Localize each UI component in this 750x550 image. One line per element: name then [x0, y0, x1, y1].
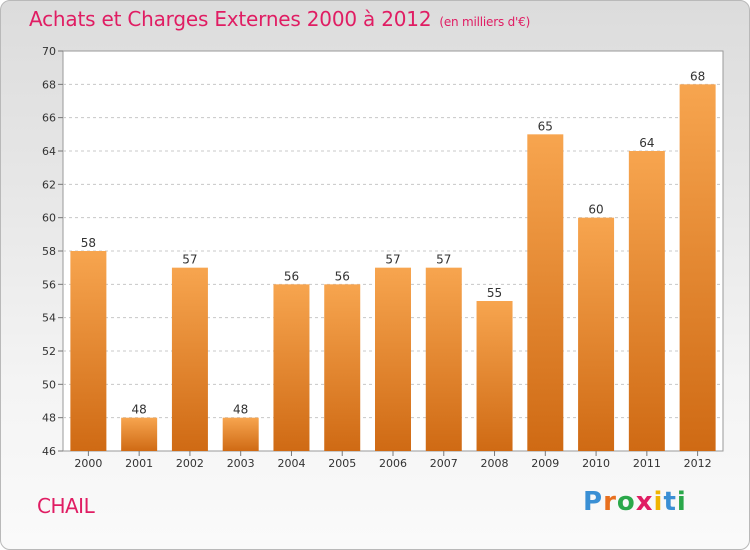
bar: [121, 417, 158, 451]
logo-letter: i: [653, 487, 664, 517]
logo-letter: r: [603, 487, 617, 517]
y-tick-label: 68: [42, 78, 56, 91]
bar-value-label: 57: [182, 253, 197, 267]
y-tick-label: 54: [42, 312, 56, 325]
logo-letter: o: [616, 487, 636, 517]
bar: [578, 217, 615, 451]
bar-value-label: 64: [639, 136, 654, 150]
bar: [476, 301, 513, 451]
bar-value-label: 68: [690, 69, 705, 83]
y-tick-label: 66: [42, 112, 56, 125]
x-axis-ticks: 2000 2001 2002 2003 2004 2005 2006 2007 2008 2009…: [74, 451, 712, 470]
x-tick-label: 2004: [277, 457, 305, 470]
y-tick-label: 60: [42, 212, 56, 225]
x-tick-label: 2006: [379, 457, 407, 470]
y-tick-label: 46: [42, 445, 56, 458]
y-tick-label: 70: [42, 45, 56, 58]
bar: [70, 251, 107, 451]
chart-title-text: Achats et Charges Externes 2000 à 2012: [29, 7, 432, 31]
bar-value-label: 57: [385, 253, 400, 267]
x-tick-label: 2000: [74, 457, 102, 470]
y-axis-ticks: 46 48 50 52 54 56 58 60 62 64 66 68 70: [42, 45, 63, 458]
y-tick-label: 50: [42, 378, 56, 391]
bar: [273, 284, 310, 451]
bar-value-label: 48: [233, 403, 248, 417]
commune-name: CHAIL: [37, 494, 95, 518]
bar: [425, 267, 462, 451]
chart-title: Achats et Charges Externes 2000 à 2012 (e…: [29, 7, 530, 31]
logo-letter: i: [676, 487, 687, 517]
bar-value-label: 57: [436, 253, 451, 267]
bar: [527, 134, 564, 452]
bar-value-label: 56: [284, 269, 299, 283]
bar-value-label: 56: [335, 269, 350, 283]
bar-value-label: 58: [81, 236, 96, 250]
y-tick-label: 62: [42, 178, 56, 191]
bar: [171, 267, 208, 451]
logo-letter: t: [663, 487, 677, 517]
x-tick-label: 2008: [481, 457, 509, 470]
x-tick-label: 2001: [125, 457, 153, 470]
x-tick-label: 2010: [582, 457, 610, 470]
x-tick-label: 2002: [176, 457, 204, 470]
chart-unit: (en milliers d'€): [439, 15, 531, 29]
x-tick-label: 2003: [227, 457, 255, 470]
bar: [222, 417, 259, 451]
y-tick-label: 48: [42, 412, 56, 425]
y-tick-label: 52: [42, 345, 56, 358]
bar-value-label: 65: [538, 119, 553, 133]
bar: [628, 151, 665, 451]
x-tick-label: 2005: [328, 457, 356, 470]
x-tick-label: 2012: [684, 457, 712, 470]
y-tick-label: 64: [42, 145, 56, 158]
bars: 58 48 57 48 56 56 57 57 55 65 60 64 68: [70, 69, 716, 452]
bar: [679, 84, 716, 451]
x-tick-label: 2007: [430, 457, 458, 470]
bar: [375, 267, 411, 451]
y-tick-label: 58: [42, 245, 56, 258]
bar-value-label: 48: [132, 403, 147, 417]
y-tick-label: 56: [42, 278, 56, 291]
logo-letter: x: [635, 487, 654, 517]
proxiti-logo: Proxiti: [583, 487, 687, 517]
bar-value-label: 55: [487, 286, 502, 300]
x-tick-label: 2009: [531, 457, 559, 470]
logo-letter: P: [583, 487, 604, 517]
bar-value-label: 60: [588, 203, 603, 217]
bar: [324, 284, 361, 451]
x-tick-label: 2011: [633, 457, 661, 470]
